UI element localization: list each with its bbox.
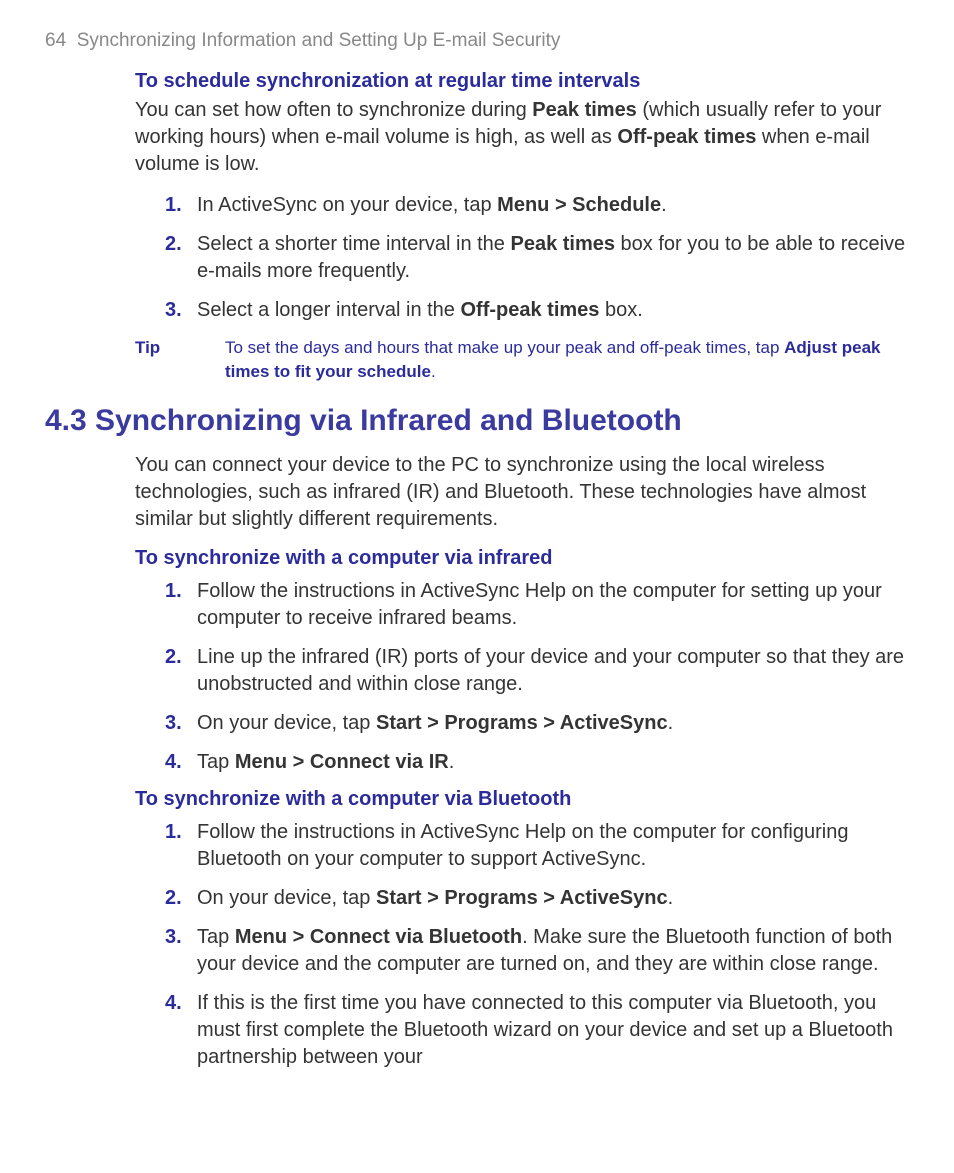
text-fragment: On your device, tap <box>197 712 376 734</box>
list-item: Select a longer interval in the Off-peak… <box>165 297 909 324</box>
tip-body: To set the days and hours that make up y… <box>225 336 909 384</box>
list-item: On your device, tap Start > Programs > A… <box>165 885 909 912</box>
text-fragment: . <box>668 887 674 909</box>
bold-connect-via-ir: Menu > Connect via IR <box>235 751 449 773</box>
text-fragment: Tap <box>197 926 235 948</box>
list-item: Line up the infrared (IR) ports of your … <box>165 644 909 698</box>
subheading-infrared: To synchronize with a computer via infra… <box>135 547 909 570</box>
list-item: Follow the instructions in ActiveSync He… <box>165 819 909 873</box>
bold-menu-schedule: Menu > Schedule <box>497 194 661 216</box>
list-item: Select a shorter time interval in the Pe… <box>165 231 909 285</box>
bold-offpeak-times: Off-peak times <box>617 126 756 148</box>
text-fragment: Select a shorter time interval in the <box>197 233 510 255</box>
text-fragment: . <box>431 362 436 381</box>
text-fragment: In ActiveSync on your device, tap <box>197 194 497 216</box>
document-page: 64 Synchronizing Information and Setting… <box>0 0 954 1123</box>
section43-intro: You can connect your device to the PC to… <box>135 452 909 533</box>
list-item: Tap Menu > Connect via IR. <box>165 749 909 776</box>
bold-peak-times-box: Peak times <box>510 233 615 255</box>
infrared-steps: Follow the instructions in ActiveSync He… <box>165 578 909 776</box>
list-item: Tap Menu > Connect via Bluetooth. Make s… <box>165 924 909 978</box>
tip-row: Tip To set the days and hours that make … <box>135 336 909 384</box>
text-fragment: On your device, tap <box>197 887 376 909</box>
text-fragment: box. <box>599 299 642 321</box>
list-item: If this is the first time you have conne… <box>165 990 909 1071</box>
text-fragment: To set the days and hours that make up y… <box>225 338 784 357</box>
page-number: 64 <box>45 30 66 51</box>
list-item: Follow the instructions in ActiveSync He… <box>165 578 909 632</box>
text-fragment: Select a longer interval in the <box>197 299 461 321</box>
bold-connect-via-bluetooth: Menu > Connect via Bluetooth <box>235 926 522 948</box>
schedule-steps: In ActiveSync on your device, tap Menu >… <box>165 192 909 324</box>
subheading-bluetooth: To synchronize with a computer via Bluet… <box>135 788 909 811</box>
bold-offpeak-box: Off-peak times <box>461 299 600 321</box>
tip-label: Tip <box>135 336 225 384</box>
text-fragment: . <box>668 712 674 734</box>
text-fragment: . <box>661 194 667 216</box>
page-header-title: Synchronizing Information and Setting Up… <box>77 30 561 51</box>
section-heading-43: 4.3 Synchronizing via Infrared and Bluet… <box>45 404 909 438</box>
schedule-intro: You can set how often to synchronize dur… <box>135 97 909 178</box>
list-item: In ActiveSync on your device, tap Menu >… <box>165 192 909 219</box>
text-fragment: Tap <box>197 751 235 773</box>
bluetooth-steps: Follow the instructions in ActiveSync He… <box>165 819 909 1071</box>
page-header: 64 Synchronizing Information and Setting… <box>45 30 909 52</box>
bold-start-programs-activesync: Start > Programs > ActiveSync <box>376 887 668 909</box>
subheading-schedule: To schedule synchronization at regular t… <box>135 70 909 93</box>
bold-peak-times: Peak times <box>532 99 637 121</box>
text-fragment: . <box>449 751 455 773</box>
list-item: On your device, tap Start > Programs > A… <box>165 710 909 737</box>
text-fragment: You can set how often to synchronize dur… <box>135 99 532 121</box>
bold-start-programs-activesync: Start > Programs > ActiveSync <box>376 712 668 734</box>
